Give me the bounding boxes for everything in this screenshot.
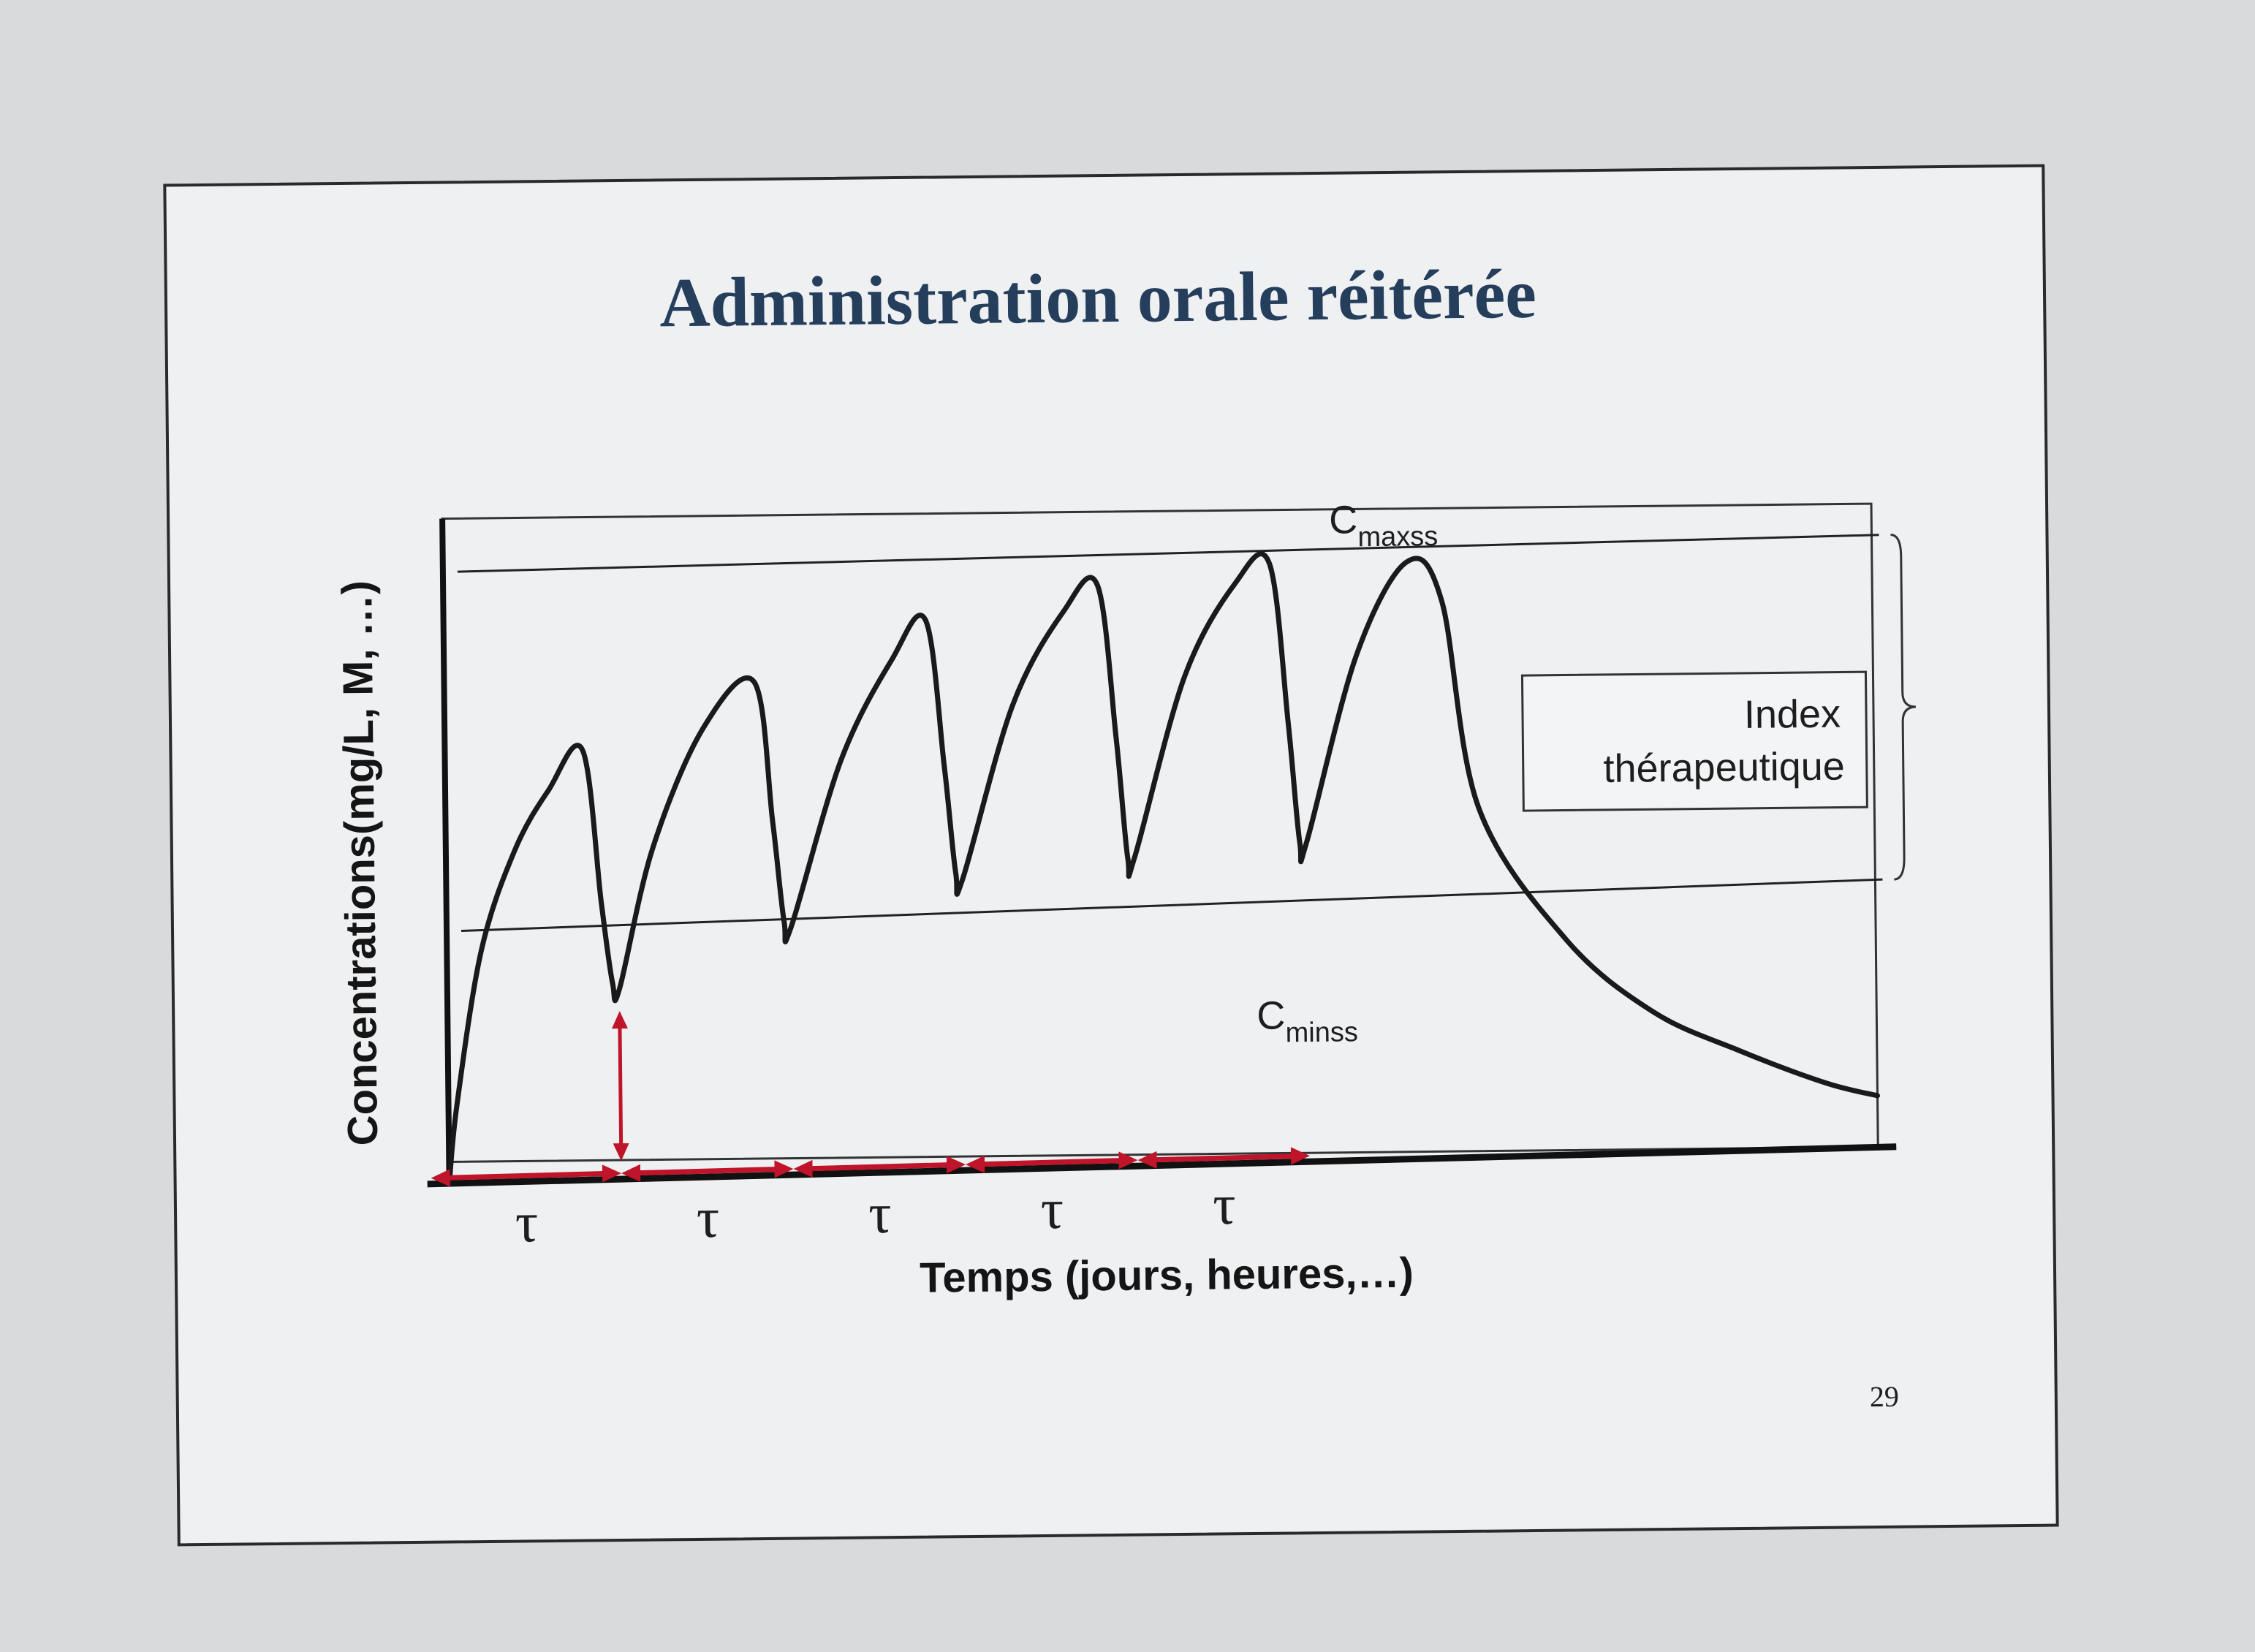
page-number: 29 — [1870, 1380, 1899, 1413]
concentration-curve — [447, 551, 1881, 1187]
tau-label-5: τ — [1213, 1172, 1236, 1236]
tau-arrow-2 — [621, 1160, 794, 1182]
cmax-label: Cmaxss — [1329, 497, 1439, 553]
tau-arrow-3 — [793, 1156, 966, 1178]
therapeutic-index-brace — [1890, 534, 1917, 881]
slide-title: Administration orale réitérée — [659, 254, 1537, 342]
x-axis — [427, 1143, 1897, 1188]
tau-label-4: τ — [1040, 1177, 1064, 1240]
y-axis — [439, 518, 452, 1184]
cmax-label-sub: maxss — [1357, 521, 1438, 553]
cmin-label: Cminss — [1257, 993, 1358, 1048]
cmin-label-sub: minss — [1285, 1017, 1358, 1048]
therapeutic-index-box — [1520, 670, 1868, 812]
trough-arrow-shaft — [618, 1026, 624, 1147]
y-axis-title: Concentrations(mg/L, M, …) — [333, 580, 387, 1146]
cmin-line — [461, 878, 1883, 933]
cmax-line — [457, 534, 1879, 573]
slide-page: Administration orale réitérée τ τ τ τ τ Cmax… — [163, 164, 2059, 1547]
tau-arrow-5 — [1137, 1147, 1311, 1169]
tau-label-2: τ — [696, 1186, 719, 1249]
tau-arrows — [431, 1147, 1311, 1187]
trough-height-arrow — [611, 1011, 629, 1162]
tau-label-1: τ — [515, 1190, 538, 1254]
slide-frame — [163, 164, 2059, 1547]
index-label-line2: thérapeutique — [1603, 744, 1845, 790]
tau-arrow-1 — [431, 1164, 622, 1187]
index-label-line1: Index — [1744, 692, 1841, 737]
tau-label-3: τ — [868, 1181, 892, 1245]
cmin-label-main: C — [1257, 993, 1286, 1037]
x-axis-title: Temps (jours, heures,…) — [920, 1249, 1414, 1302]
tau-arrow-4 — [966, 1151, 1138, 1173]
trough-arrow-head-bottom — [613, 1143, 629, 1162]
trough-arrow-head-top — [611, 1011, 628, 1029]
cmax-label-main: C — [1329, 498, 1358, 542]
